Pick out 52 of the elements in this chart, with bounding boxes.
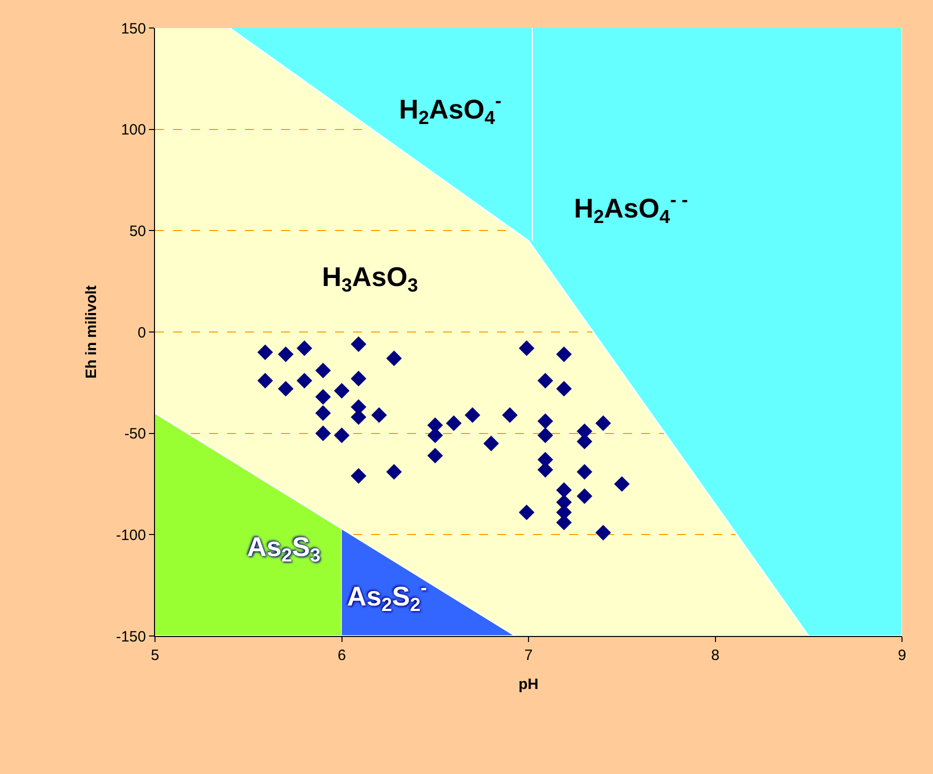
x-tick-label: 5: [150, 647, 160, 664]
x-tick-label: 8: [711, 647, 720, 664]
point: [518, 340, 534, 356]
point: [278, 380, 294, 397]
point: [278, 346, 294, 362]
point: [556, 346, 572, 362]
annotation: H$_{3}$AsO$_{3}$: [322, 262, 418, 297]
point: [371, 407, 387, 423]
point: [315, 405, 331, 421]
point: [386, 350, 402, 366]
point: [315, 426, 331, 442]
point: [576, 488, 592, 504]
x-tick-label: 7: [524, 647, 533, 664]
point: [257, 372, 273, 388]
point: [350, 468, 366, 484]
point: [595, 415, 611, 431]
point: [538, 428, 554, 444]
point: [518, 504, 534, 520]
point: [502, 407, 518, 423]
y-tick-label: 150: [120, 20, 146, 38]
x-tick-label: 9: [898, 647, 906, 664]
point: [334, 428, 350, 444]
y-tick-label: -50: [124, 426, 146, 443]
point: [334, 382, 350, 399]
annotation: As$_{2}$S$_{3}$: [247, 532, 321, 567]
point: [538, 413, 554, 429]
point: [296, 340, 312, 356]
y-tick-label: 0: [138, 324, 146, 342]
point: [315, 362, 331, 378]
y-tick-label: 50: [129, 222, 146, 240]
point: [556, 482, 572, 498]
y-tick-label: 100: [120, 122, 146, 139]
point: [446, 415, 462, 431]
point: [556, 380, 572, 397]
y-tick-label: -100: [116, 526, 146, 544]
x-tick-label: 6: [338, 647, 346, 664]
y-tick-label: -150: [116, 628, 146, 646]
point: [427, 448, 443, 464]
point: [464, 407, 480, 423]
point: [350, 336, 366, 352]
point: [595, 524, 611, 540]
point: [483, 436, 499, 452]
point: [538, 372, 554, 388]
point: [350, 370, 366, 386]
point: [257, 344, 273, 360]
point: [614, 476, 630, 492]
point: [386, 464, 402, 480]
point: [296, 372, 312, 388]
y-axis-title: Eh in milivolt: [83, 285, 100, 379]
point: [576, 464, 592, 480]
x-axis-title: pH: [518, 676, 538, 693]
point: [315, 389, 331, 405]
